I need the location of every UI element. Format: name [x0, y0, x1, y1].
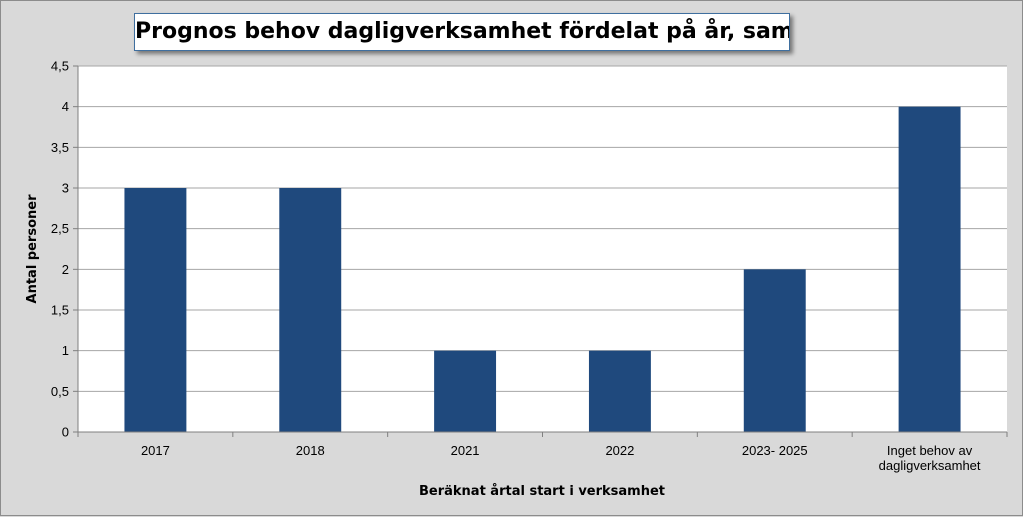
chart-title: Prognos behov dagligverksamhet fördelat … — [134, 13, 790, 51]
y-tick-label: 2,5 — [51, 221, 69, 236]
x-tick-label: 2022 — [605, 443, 634, 458]
bar — [743, 269, 806, 432]
x-tick-label: 2018 — [296, 443, 325, 458]
y-axis-title: Antal personer — [25, 194, 40, 304]
x-axis-title: Beräknat årtal start i verksamhet — [419, 484, 665, 499]
y-tick-label: 4 — [62, 99, 69, 114]
y-tick-label: 0 — [62, 425, 69, 440]
x-axis-ticks: 2017 2018 2021 2022 2023- 2025 Inget behov av… — [77, 432, 1008, 473]
x-tick-label: 2021 — [451, 443, 480, 458]
bar — [898, 106, 961, 433]
x-tick-label: 2017 — [141, 443, 170, 458]
bar — [279, 188, 342, 432]
x-tick-label: Inget behov av dagligverksamhet — [879, 443, 981, 473]
x-tick-label: 2023- 2025 — [742, 443, 808, 458]
bars — [124, 106, 961, 433]
gridlines — [78, 65, 1007, 392]
y-tick-label: 3,5 — [51, 140, 69, 155]
plot-area — [78, 66, 1007, 432]
bar — [124, 188, 187, 432]
y-tick-label: 1 — [62, 343, 69, 358]
y-tick-label: 4,5 — [51, 59, 69, 74]
y-tick-label: 3 — [62, 181, 69, 196]
y-tick-label: 2 — [62, 262, 69, 277]
bar — [434, 350, 497, 432]
y-tick-label: 0,5 — [51, 384, 69, 399]
y-tick-label: 1,5 — [51, 303, 69, 318]
bar — [588, 350, 651, 432]
y-axis-ticks: 0 0,5 1 1,5 2 2,5 3 3,5 4 4,5 — [51, 59, 78, 440]
